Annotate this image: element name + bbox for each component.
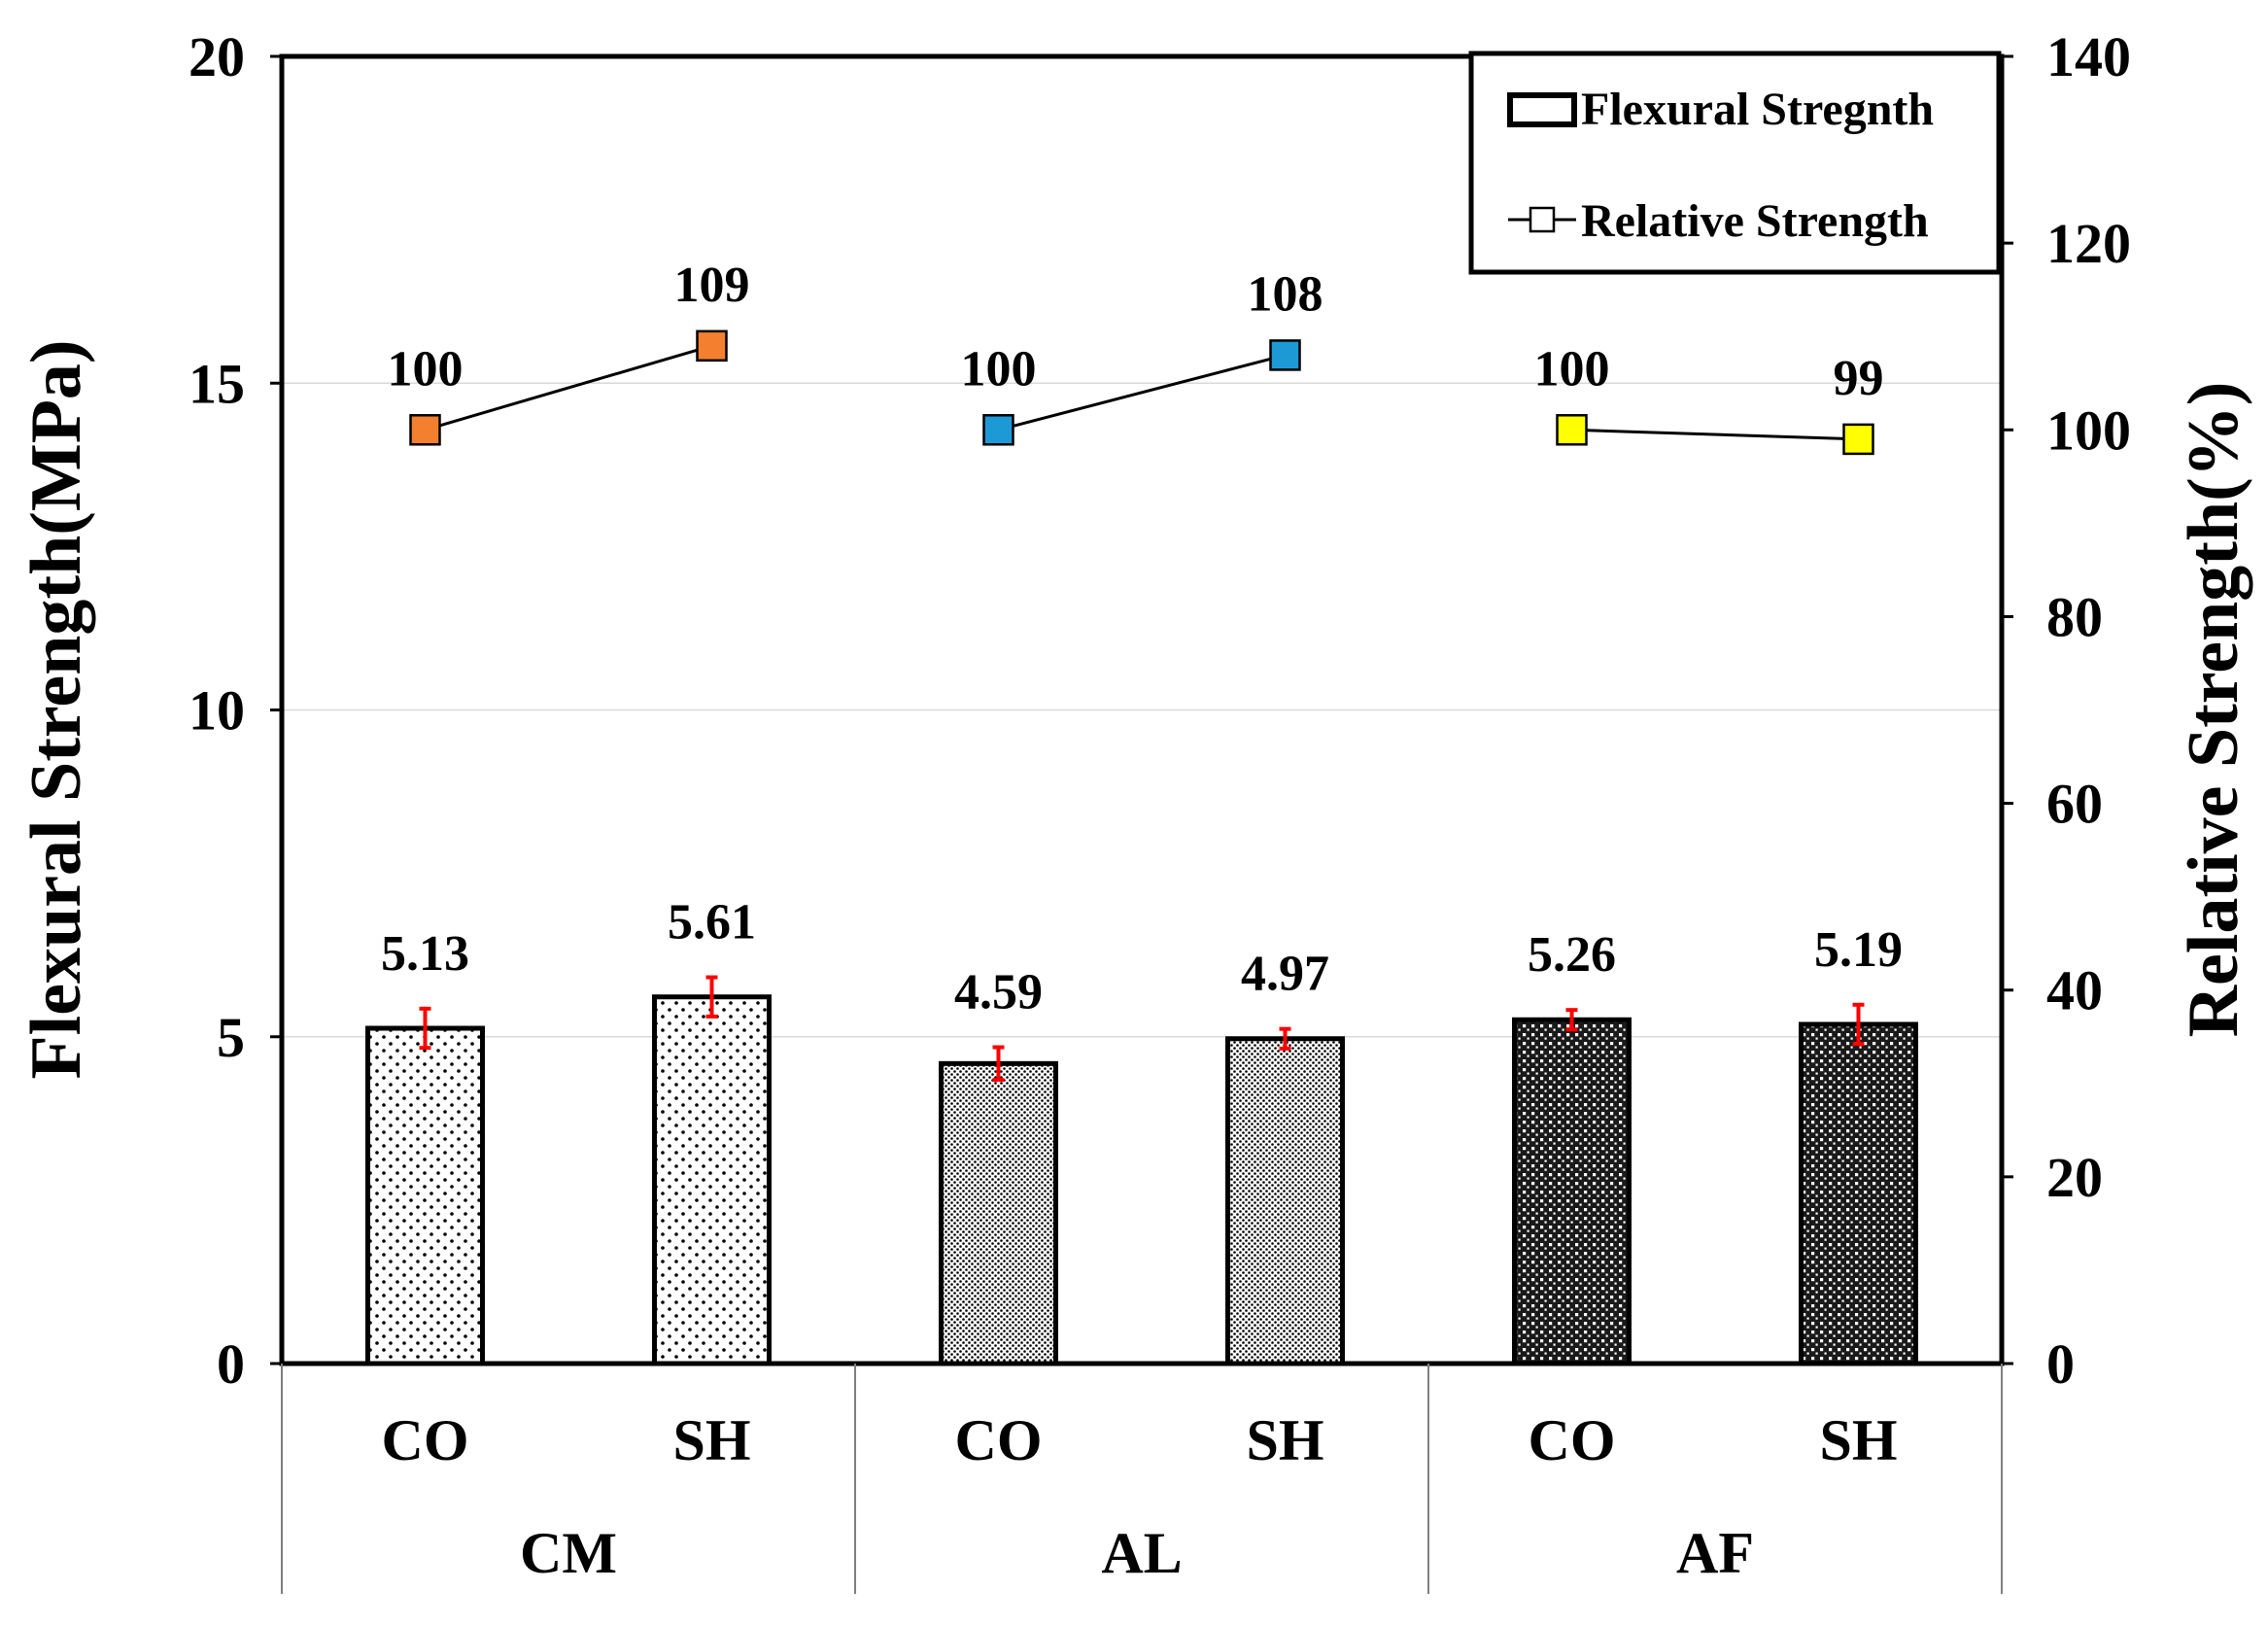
y2-tick-label-3: 60	[2046, 773, 2103, 836]
marker-4	[1556, 414, 1588, 446]
category-label-3: SH	[1246, 1408, 1323, 1472]
bar-3	[1225, 1036, 1345, 1366]
bars-layer	[365, 994, 1918, 1366]
bar-0	[365, 1025, 485, 1366]
relative-label-1: 109	[674, 258, 750, 313]
right-axis: 0 20 40 60 80 100 120 140	[2000, 25, 2131, 1396]
errors-layer	[419, 975, 1865, 1083]
line-segment-af	[1571, 428, 1859, 441]
marker-3	[1269, 339, 1301, 371]
category-axis: CO SH CO SH CO SH CM AL AF	[281, 1364, 2003, 1594]
relative-label-5: 99	[1834, 351, 1884, 406]
relative-label-3: 108	[1248, 266, 1323, 322]
y2-tick-label-4: 80	[2046, 585, 2103, 648]
y2-tick-label-1: 20	[2046, 1146, 2103, 1209]
bar-label-2: 4.59	[954, 965, 1043, 1020]
y2-tick-label-0: 0	[2046, 1332, 2075, 1396]
bar-label-0: 5.13	[381, 926, 469, 982]
y-tick-label-1: 5	[217, 1006, 245, 1069]
legend-bar-label: Flexural Stregnth	[1581, 84, 1934, 135]
y2-axis-title: Relative Strength(%)	[2174, 382, 2253, 1038]
y-tick-label-2: 10	[189, 679, 245, 743]
relative-label-2: 100	[961, 341, 1037, 397]
legend: Flexural Stregnth Relative Strength	[1468, 51, 2002, 275]
group-label-cm: CM	[520, 1521, 617, 1585]
relative-label-4: 100	[1534, 341, 1610, 397]
marker-0	[409, 414, 441, 446]
y-axis-title: Flexural Strength(MPa)	[17, 339, 96, 1079]
category-label-2: CO	[955, 1408, 1043, 1472]
group-label-al: AL	[1101, 1521, 1182, 1585]
y-tick-label-0: 0	[217, 1332, 245, 1396]
line-segment-cm	[425, 344, 712, 432]
markers-layer	[409, 329, 1874, 456]
y-tick-label-3: 15	[189, 352, 245, 415]
bar-1	[652, 994, 772, 1366]
legend-box	[1468, 51, 2002, 275]
y2-tick-label-6: 120	[2046, 212, 2131, 275]
bar-label-5: 5.19	[1814, 922, 1903, 978]
marker-2	[982, 414, 1014, 446]
y-tick-label-4: 20	[189, 25, 245, 88]
bar-4	[1512, 1017, 1632, 1366]
bar-5	[1799, 1021, 1918, 1366]
group-label-af: AF	[1676, 1521, 1754, 1585]
y2-tick-label-7: 140	[2046, 25, 2131, 88]
line-layer	[425, 344, 1859, 441]
legend-line-label: Relative Strength	[1581, 195, 1929, 247]
category-label-4: CO	[1529, 1408, 1616, 1472]
relative-label-0: 100	[388, 341, 464, 397]
category-label-1: SH	[672, 1408, 750, 1472]
y2-tick-label-5: 100	[2046, 398, 2131, 462]
bar-2	[939, 1060, 1058, 1366]
labels-layer: 5.13 5.61 4.59 4.97 5.26 5.19 100 109 100 108 100 9…	[381, 258, 1903, 1020]
bar-label-4: 5.26	[1528, 927, 1616, 983]
marker-5	[1842, 423, 1874, 456]
y2-tick-label-2: 40	[2046, 959, 2103, 1022]
left-axis: 0 5 10 15 20	[189, 25, 282, 1396]
legend-marker-swatch	[1529, 206, 1556, 233]
gridlines	[282, 382, 2002, 1038]
bar-label-3: 4.97	[1241, 947, 1329, 1002]
bar-label-1: 5.61	[668, 895, 756, 951]
category-label-0: CO	[382, 1408, 469, 1472]
marker-1	[696, 329, 728, 363]
category-label-5: SH	[1819, 1408, 1897, 1472]
line-segment-al	[998, 353, 1286, 432]
legend-bar-swatch	[1507, 92, 1577, 127]
